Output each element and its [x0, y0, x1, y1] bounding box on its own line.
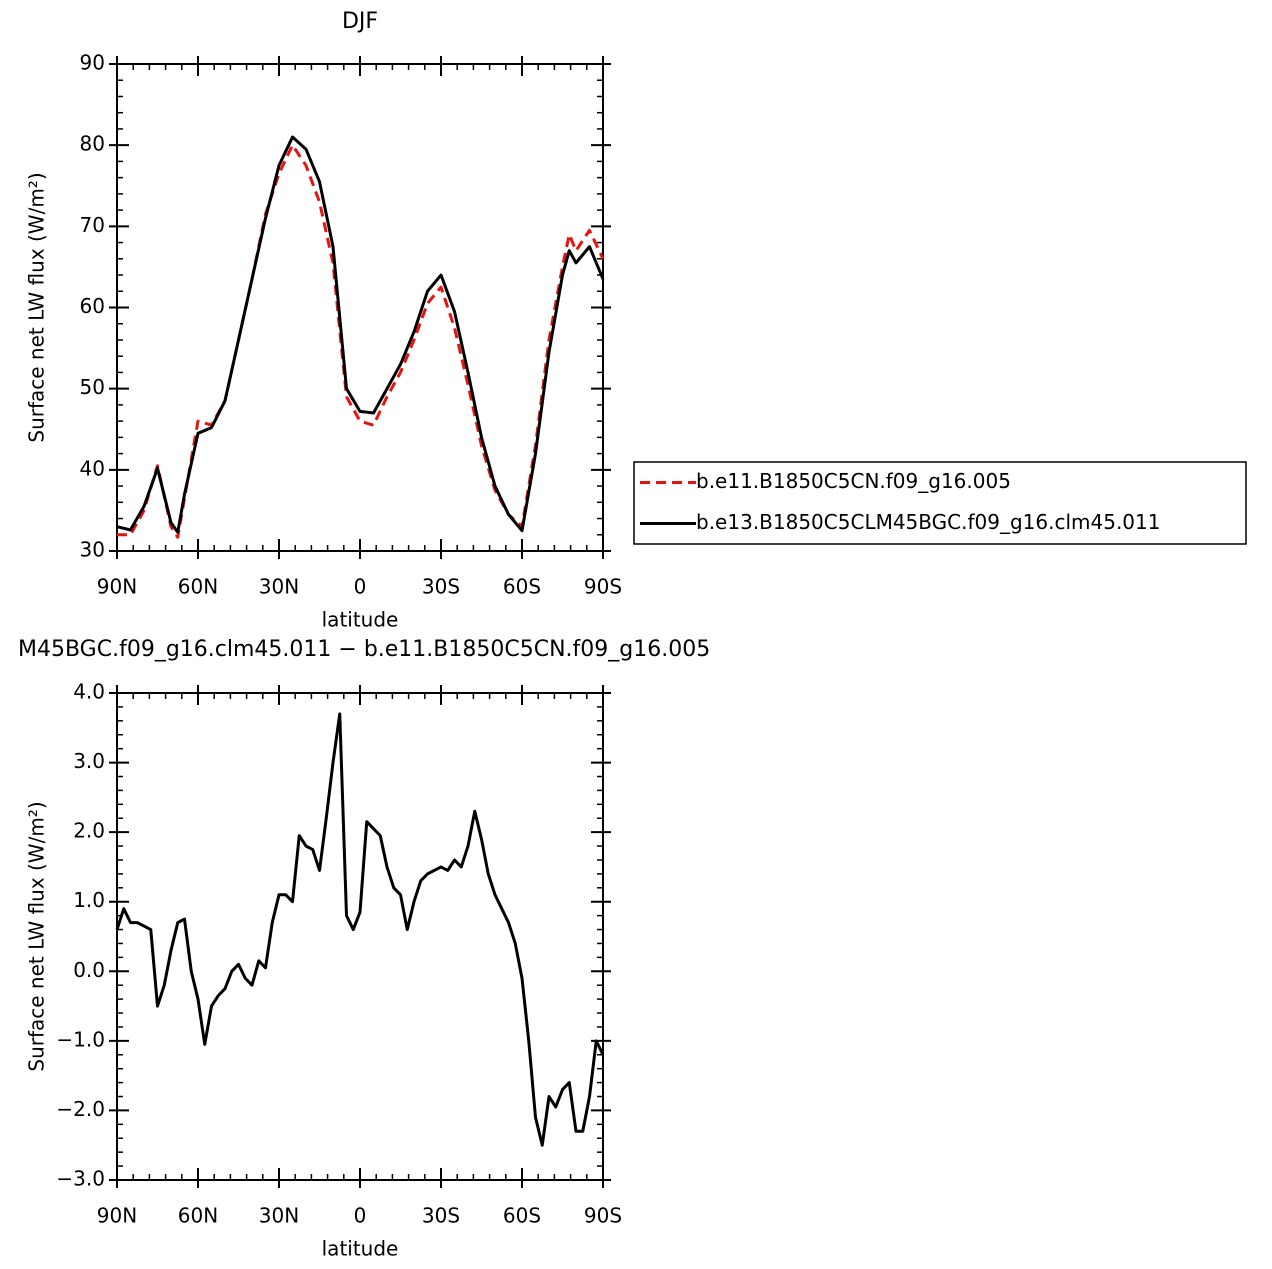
x-tick-label: 0	[354, 575, 367, 599]
y-tick-label: −1.0	[56, 1027, 105, 1051]
y-tick-label: 4.0	[73, 680, 105, 704]
y-tick-label: 2.0	[73, 819, 105, 843]
y-tick-label: 3.0	[73, 749, 105, 773]
y-tick-label: −2.0	[56, 1097, 105, 1121]
x-tick-label: 60S	[503, 1204, 541, 1228]
y-tick-label: 60	[80, 294, 105, 318]
x-axis-label: latitude	[322, 608, 399, 632]
x-tick-label: 30N	[259, 1204, 299, 1228]
x-axis-label: latitude	[322, 1237, 399, 1261]
x-tick-label: 60S	[503, 575, 541, 599]
x-tick-label: 90S	[584, 575, 622, 599]
x-tick-label: 30N	[259, 575, 299, 599]
legend-label: b.e11.B1850C5CN.f09_g16.005	[696, 469, 1011, 493]
y-axis-label: Surface net LW flux (W/m²)	[25, 801, 49, 1071]
x-tick-label: 0	[354, 1204, 367, 1228]
x-tick-label: 60N	[178, 1204, 218, 1228]
y-tick-label: 80	[80, 132, 105, 156]
y-tick-label: 1.0	[73, 888, 105, 912]
y-tick-label: 70	[80, 213, 105, 237]
chart-title: DJF	[342, 9, 378, 34]
y-axis-label: Surface net LW flux (W/m²)	[25, 172, 49, 442]
x-tick-label: 30S	[422, 1204, 460, 1228]
y-tick-label: 0.0	[73, 958, 105, 982]
x-tick-label: 90N	[97, 575, 137, 599]
plot-frame	[116, 63, 604, 552]
x-tick-label: 60N	[178, 575, 218, 599]
chart-title: M45BGC.f09_g16.clm45.011 − b.e11.B1850C5…	[18, 637, 710, 662]
x-tick-label: 90S	[584, 1204, 622, 1228]
data-line	[116, 135, 605, 534]
x-tick-label: 30S	[422, 575, 460, 599]
legend-box	[633, 461, 1247, 545]
plot-frame	[116, 692, 604, 1181]
y-tick-label: 30	[80, 538, 105, 562]
y-tick-label: 40	[80, 456, 105, 480]
legend-label: b.e13.B1850C5CLM45BGC.f09_g16.clm45.011	[696, 510, 1160, 534]
y-tick-label: 50	[80, 375, 105, 399]
y-tick-label: 90	[80, 51, 105, 75]
data-line	[115, 712, 605, 1147]
y-tick-label: −3.0	[56, 1167, 105, 1191]
x-tick-label: 90N	[97, 1204, 137, 1228]
